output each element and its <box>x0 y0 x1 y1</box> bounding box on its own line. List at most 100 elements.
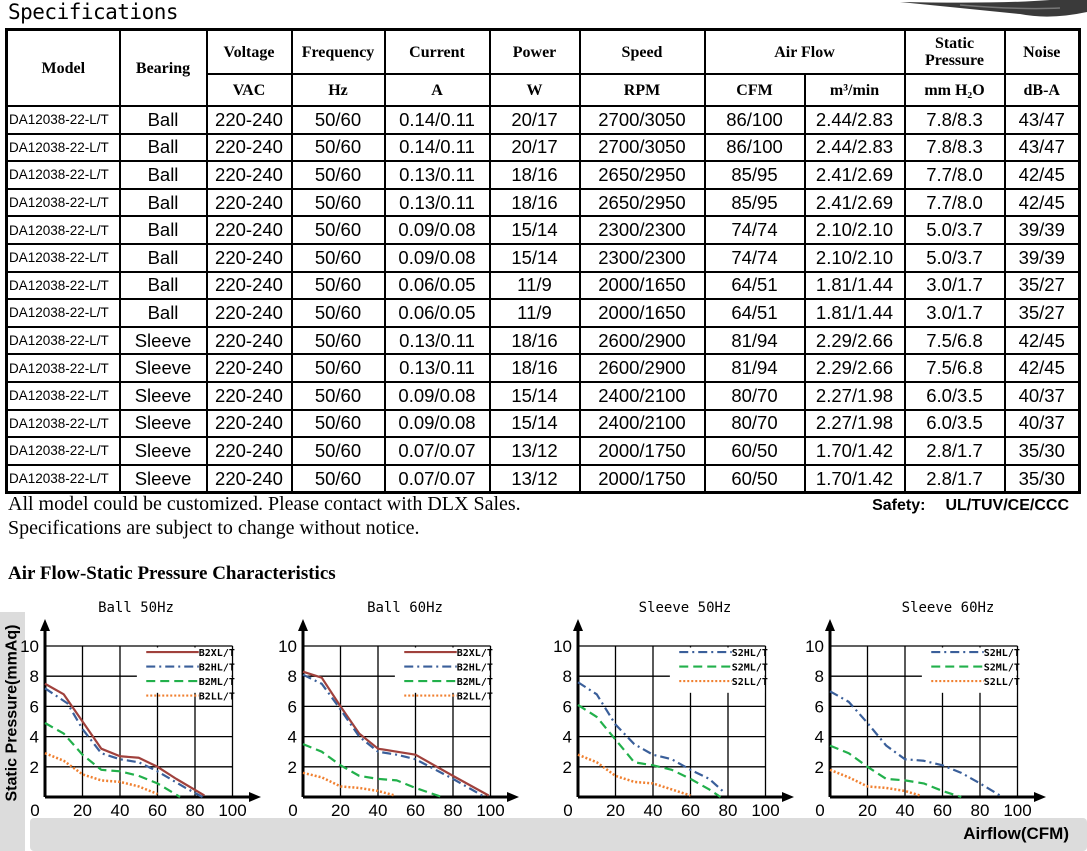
legend-background <box>669 647 765 693</box>
spec-cell: 81/94 <box>703 325 806 356</box>
spec-cell: 64/51 <box>703 298 806 328</box>
spec-cell: 50/60 <box>290 105 386 135</box>
spec-cell: 2.8/1.7 <box>903 436 1006 466</box>
x-tick-label: 60 <box>148 801 167 820</box>
model-cell: DA12038-22-L/T <box>5 436 121 466</box>
y-tick-label: 8 <box>563 667 572 686</box>
spec-cell: 2600/2900 <box>578 353 706 383</box>
spec-cell: 85/95 <box>703 187 806 218</box>
spec-cell: 35/27 <box>1003 270 1081 301</box>
x-tick-label: 80 <box>719 801 738 820</box>
unit-header: A <box>383 73 491 107</box>
spec-cell: 220-240 <box>205 298 293 328</box>
spec-cell: 11/9 <box>488 270 581 301</box>
spec-cell: 13/12 <box>488 436 581 466</box>
y-tick-label: 8 <box>288 667 297 686</box>
specifications-table: Model Bearing Voltage Frequency Current … <box>5 28 1081 495</box>
legend-label: B2HL/T <box>199 663 235 674</box>
y-tick-label: 8 <box>30 667 39 686</box>
spec-cell: 50/60 <box>290 353 386 383</box>
spec-cell: 2000/1750 <box>578 436 706 466</box>
unit-header: Hz <box>290 73 386 107</box>
legend-label: B2XL/T <box>457 648 493 659</box>
spec-cell: 42/45 <box>1003 160 1081 190</box>
x-tick-label: 100 <box>218 801 246 820</box>
model-cell: DA12038-22-L/T <box>5 408 121 439</box>
table-row: DA12038-22-L/T Ball 220-240 50/60 0.14/0.11 2… <box>5 132 1081 163</box>
spec-cell: 18/16 <box>488 187 581 218</box>
legend-background <box>136 647 232 693</box>
spec-cell: 40/37 <box>1003 380 1081 411</box>
spec-cell: 15/14 <box>488 408 581 439</box>
spec-cell: 18/16 <box>488 325 581 356</box>
x-tick-label: 60 <box>406 801 425 820</box>
model-cell: DA12038-22-L/T <box>5 132 121 163</box>
spec-cell: Sleeve <box>118 408 208 439</box>
spec-cell: 0.09/0.08 <box>383 215 491 245</box>
safety-value: UL/TUV/CE/CCC <box>945 497 1069 514</box>
series-line-s2ll-t <box>577 753 691 797</box>
spec-cell: 5.0/3.7 <box>903 242 1006 273</box>
x-tick-label: 60 <box>681 801 700 820</box>
spec-cell: 2000/1750 <box>578 463 706 494</box>
legend-label: S2LL/T <box>732 677 768 688</box>
spec-cell: 220-240 <box>205 187 293 218</box>
x-tick-label: 40 <box>896 801 915 820</box>
x-axis-arrow <box>782 792 794 802</box>
spec-cell: 220-240 <box>205 380 293 411</box>
spec-cell: 39/39 <box>1003 215 1081 245</box>
spec-cell: 0.07/0.07 <box>383 436 491 466</box>
spec-cell: 2.29/2.66 <box>803 353 906 383</box>
spec-cell: 81/94 <box>703 353 806 383</box>
header-power: Power <box>488 28 581 75</box>
spec-cell: 18/16 <box>488 160 581 190</box>
spec-cell: 80/70 <box>703 408 806 439</box>
legend-label: S2LL/T <box>984 677 1020 688</box>
spec-cell: 2000/1650 <box>578 270 706 301</box>
spec-cell: 220-240 <box>205 105 293 135</box>
spec-cell: 2.44/2.83 <box>803 132 906 163</box>
unit-header: CFM <box>703 73 806 107</box>
model-cell: DA12038-22-L/T <box>5 270 121 301</box>
spec-cell: 50/60 <box>290 270 386 301</box>
model-cell: DA12038-22-L/T <box>5 215 121 245</box>
spec-cell: Sleeve <box>118 353 208 383</box>
x-tick-label: 80 <box>971 801 990 820</box>
model-cell: DA12038-22-L/T <box>5 105 121 135</box>
spec-cell: 7.5/6.8 <box>903 353 1006 383</box>
model-cell: DA12038-22-L/T <box>5 325 121 356</box>
series-line-b2hl-t <box>302 673 486 798</box>
x-tick-label: 20 <box>858 801 877 820</box>
spec-cell: 50/60 <box>290 160 386 190</box>
spec-cell: 7.8/8.3 <box>903 105 1006 135</box>
spec-cell: 0.09/0.08 <box>383 408 491 439</box>
legend-label: S2HL/T <box>984 648 1020 659</box>
spec-cell: 50/60 <box>290 298 386 328</box>
spec-cell: 2.41/2.69 <box>803 187 906 218</box>
header-bearing: Bearing <box>118 28 208 107</box>
model-cell: DA12038-22-L/T <box>5 380 121 411</box>
spec-cell: 220-240 <box>205 436 293 466</box>
y-axis-label-strip <box>0 612 25 851</box>
spec-cell: 60/50 <box>703 436 806 466</box>
table-row: DA12038-22-L/T Ball 220-240 50/60 0.13/0.11 1… <box>5 187 1081 218</box>
spec-cell: 220-240 <box>205 215 293 245</box>
spec-cell: 64/51 <box>703 270 806 301</box>
table-row: DA12038-22-L/T Sleeve 220-240 50/60 0.07/0.0… <box>5 463 1081 494</box>
model-cell: DA12038-22-L/T <box>5 353 121 383</box>
spec-cell: 0.06/0.05 <box>383 298 491 328</box>
y-tick-label: 4 <box>563 728 572 747</box>
spec-cell: 20/17 <box>488 132 581 163</box>
x-tick-label: 20 <box>606 801 625 820</box>
spec-cell: 2.29/2.66 <box>803 325 906 356</box>
y-tick-label: 2 <box>815 758 824 777</box>
table-row: DA12038-22-L/T Sleeve 220-240 50/60 0.09/0.0… <box>5 380 1081 411</box>
header-noise: Noise <box>1003 28 1081 75</box>
unit-header: m³/min <box>803 73 906 107</box>
header-static-pressure: Static Pressure <box>903 28 1006 75</box>
spec-cell: Ball <box>118 298 208 328</box>
y-tick-label: 4 <box>288 728 297 747</box>
spec-cell: 42/45 <box>1003 325 1081 356</box>
spec-cell: 220-240 <box>205 408 293 439</box>
